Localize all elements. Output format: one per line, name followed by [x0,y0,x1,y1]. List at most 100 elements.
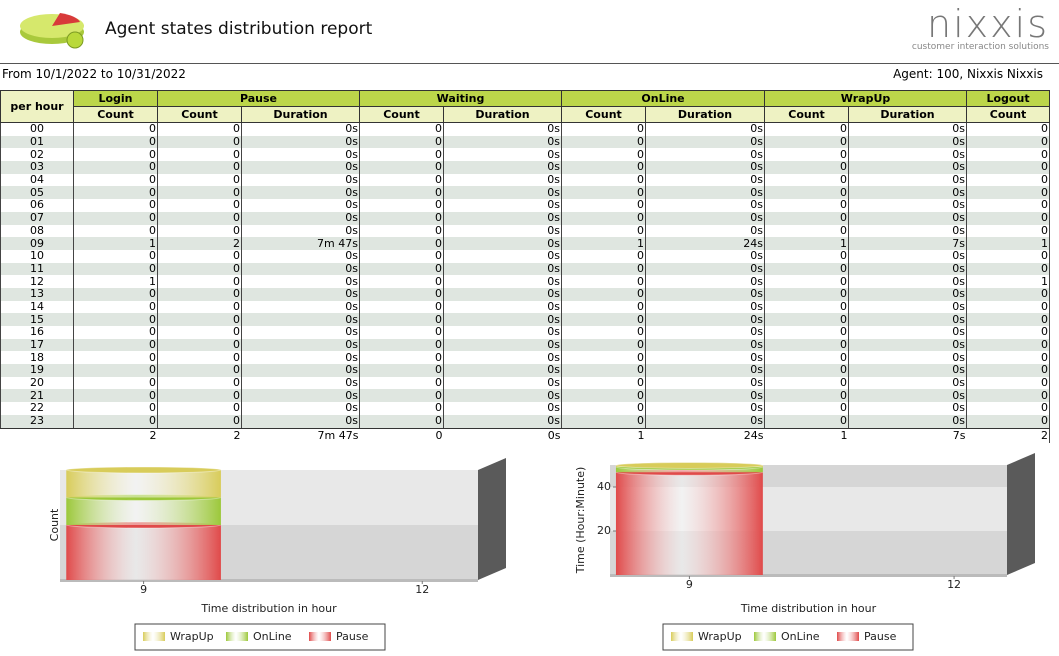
value-cell: 0 [764,262,849,276]
value-cell: 1 [73,237,158,250]
total-cell: 24s [743,428,764,442]
value-cell: 0s [848,351,967,365]
value-cell: 0 [764,414,849,429]
value-cell: 0s [848,173,967,187]
hour-cell: 01 [0,135,74,149]
table-row: 08 0 0 0s 0 0s 0 0s 0 0s 0 [0,224,1050,238]
value-cell: 0s [442,186,562,200]
value-cell: 0s [848,148,967,162]
value-cell: 0 [359,338,444,352]
table-row: 23 0 0 0s 0 0s 0 0s 0 0s 0 [0,414,1050,429]
value-cell: 0 [157,199,242,212]
table-row: 14 0 0 0s 0 0s 0 0s 0 0s 0 [0,300,1050,314]
value-cell: 0s [241,326,360,339]
value-cell: 0s [645,414,765,429]
table-row: 13 0 0 0s 0 0s 0 0s 0 0s 0 [0,287,1050,301]
value-cell: 0 [157,376,242,390]
value-cell: 0 [966,161,1050,174]
value-cell: 0s [645,402,765,415]
hour-cell: 23 [0,414,74,429]
value-cell: 0 [73,313,158,326]
value-cell: 0s [241,224,360,238]
value-cell: 0s [442,338,562,352]
hour-cell: 09 [0,237,74,250]
value-cell: 0s [442,249,562,263]
value-cell: 0 [157,389,242,403]
hour-cell: 17 [0,338,74,352]
column-header: Count [966,106,1051,123]
value-cell: 24s [645,237,765,250]
value-cell: 0s [848,364,967,377]
value-cell: 0s [645,338,765,352]
legend-swatch [671,632,693,641]
value-cell: 0 [157,186,242,200]
value-cell: 0s [241,313,360,326]
value-cell: 0s [442,364,562,377]
hour-cell: 19 [0,364,74,377]
value-cell: 0 [73,135,158,149]
value-cell: 0 [764,148,849,162]
value-cell: 0s [241,249,360,263]
value-cell: 0 [561,376,646,390]
value-cell: 0s [645,326,765,339]
y-axis-label: Time (Hour:Minute) [574,467,587,575]
total-cell: 2 [233,428,241,442]
value-cell: 0 [561,211,646,225]
hour-cell: 06 [0,199,74,212]
value-cell: 0 [73,300,158,314]
value-cell: 0 [966,287,1050,301]
value-cell: 0 [157,414,242,429]
table-row: 19 0 0 0s 0 0s 0 0s 0 0s 0 [0,364,1050,377]
legend-label: WrapUp [170,630,214,643]
report-icon [20,13,84,49]
value-cell: 7m 47s [241,237,360,250]
value-cell: 0s [442,414,562,429]
value-cell: 0s [442,237,562,250]
value-cell: 0 [73,364,158,377]
total-cell: 1 [840,428,848,442]
header-rule [0,63,1059,64]
value-cell: 0s [241,287,360,301]
value-cell: 0 [157,122,242,136]
value-cell: 0 [73,389,158,403]
value-cell: 0 [359,402,444,415]
value-cell: 0s [442,351,562,365]
legend-label: WrapUp [698,630,742,643]
value-cell: 0s [442,224,562,238]
value-cell: 0s [241,148,360,162]
value-cell: 1 [764,237,849,250]
value-cell: 0 [561,414,646,429]
hour-cell: 21 [0,389,74,403]
value-cell: 0s [645,364,765,377]
value-cell: 0s [442,173,562,187]
hour-cell: 22 [0,402,74,415]
value-cell: 0 [73,249,158,263]
value-cell: 0s [241,211,360,225]
value-cell: 0 [561,148,646,162]
y-tick-label: 20 [597,524,611,537]
legend-box [662,623,914,651]
hour-cell: 07 [0,211,74,225]
value-cell: 0 [359,249,444,263]
table-row: 17 0 0 0s 0 0s 0 0s 0 0s 0 [0,338,1050,352]
report-period: From 10/1/2022 to 10/31/2022 [2,67,186,81]
floor [610,574,1007,577]
value-cell: 0s [442,161,562,174]
legend-swatch [837,632,859,641]
value-cell: 0 [157,364,242,377]
value-cell: 0 [561,338,646,352]
value-cell: 0s [848,199,967,212]
table-row: 21 0 0 0s 0 0s 0 0s 0 0s 0 [0,389,1050,403]
value-cell: 0 [764,211,849,225]
value-cell: 0s [241,199,360,212]
value-cell: 0 [157,402,242,415]
value-cell: 0 [157,338,242,352]
value-cell: 0 [966,338,1050,352]
value-cell: 0 [561,224,646,238]
value-cell: 0 [561,122,646,136]
value-cell: 0 [764,199,849,212]
value-cell: 0s [442,389,562,403]
hour-cell: 18 [0,351,74,365]
hour-cell: 03 [0,161,74,174]
table-row: 04 0 0 0s 0 0s 0 0s 0 0s 0 [0,173,1050,187]
